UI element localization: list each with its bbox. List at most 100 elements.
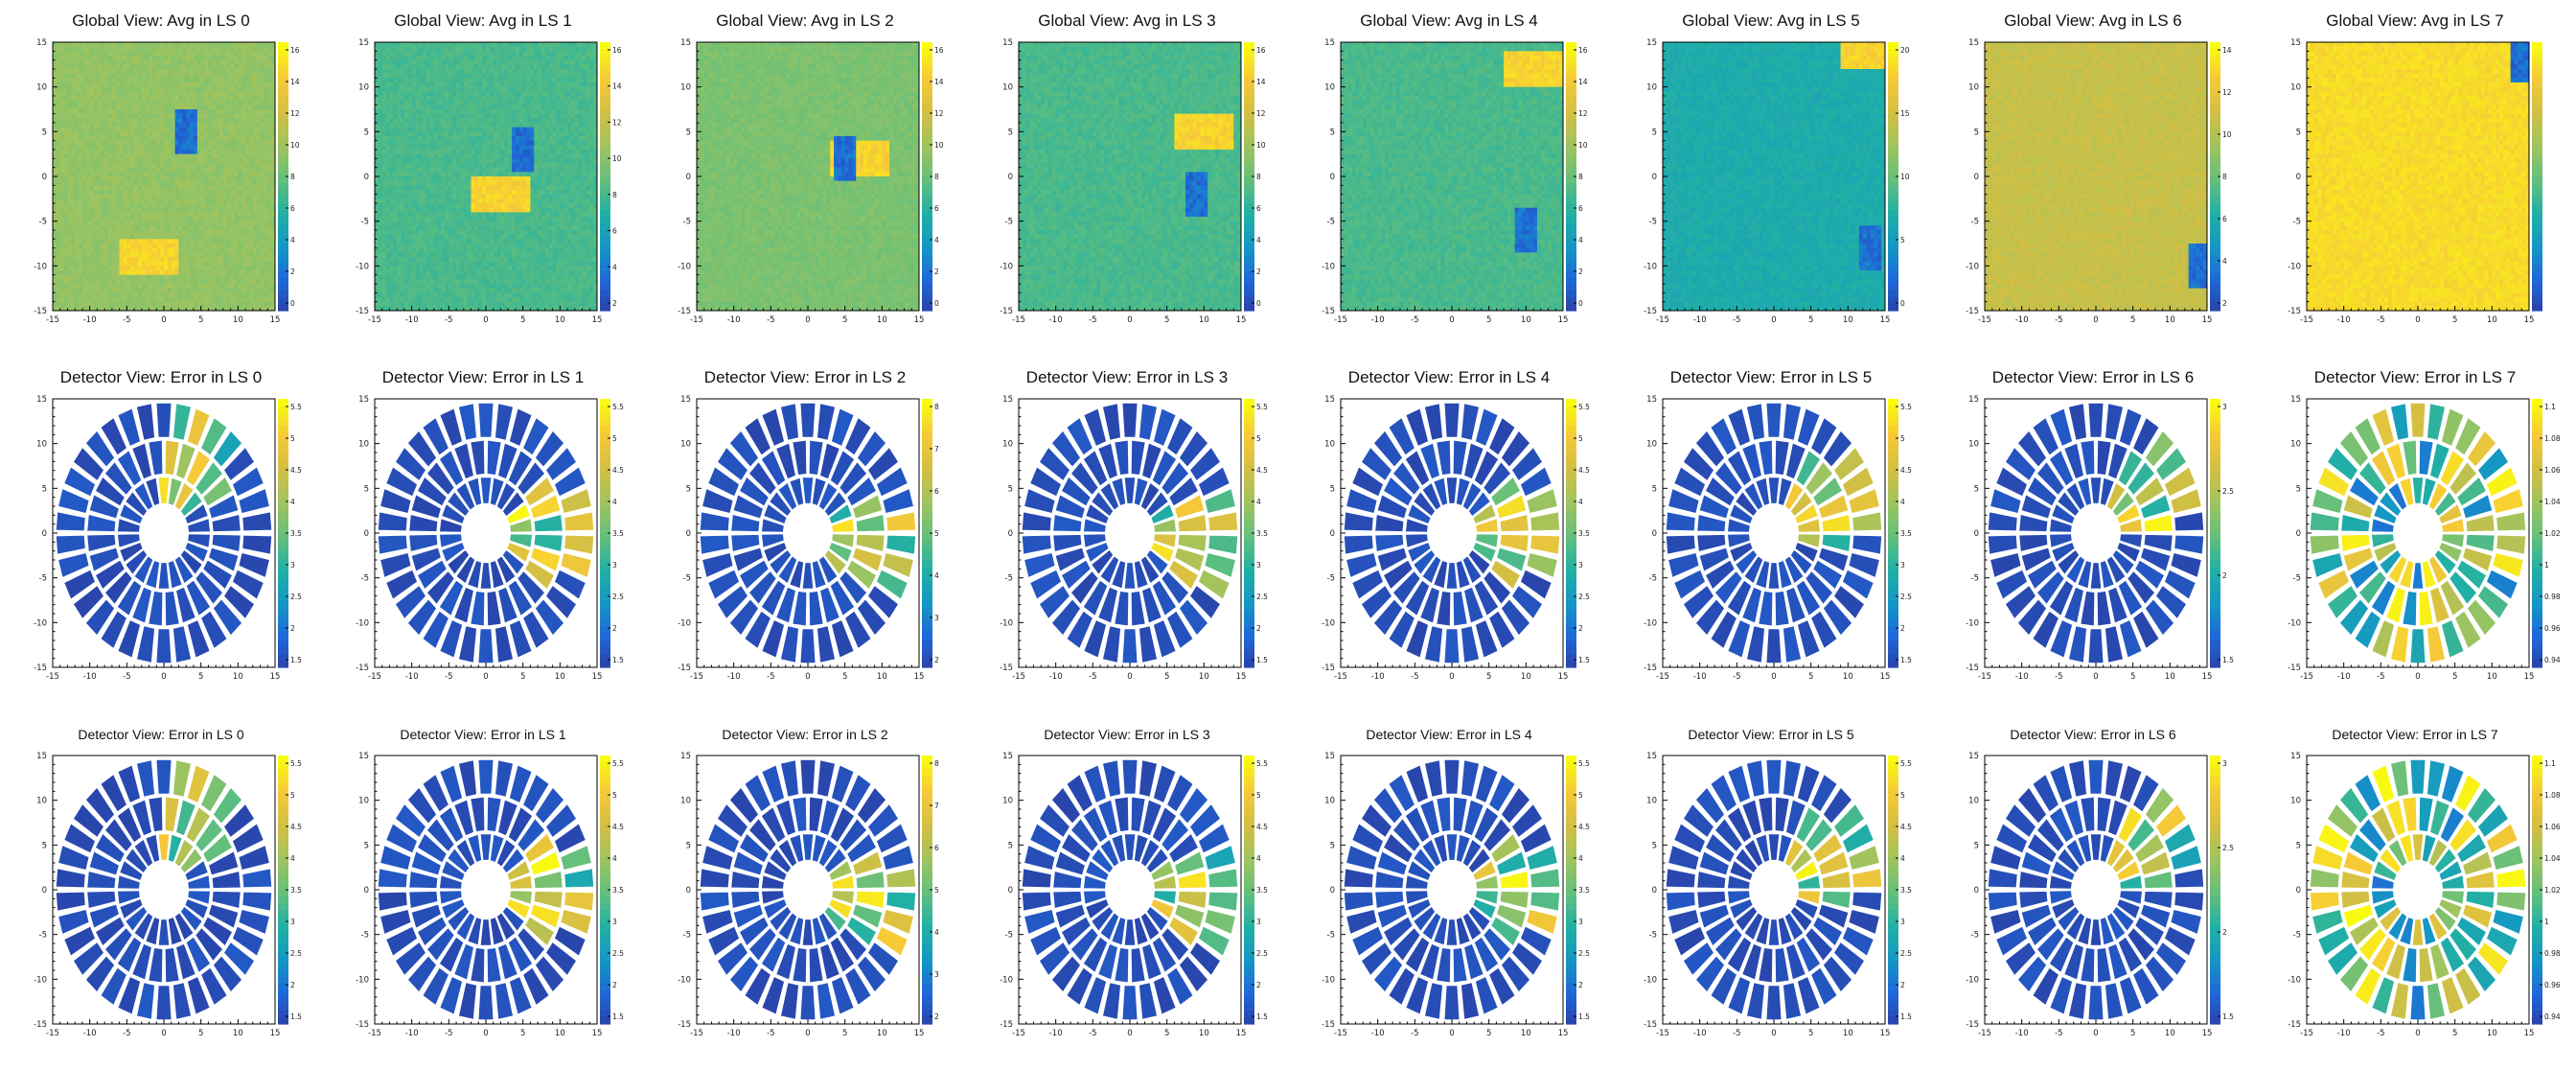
color-scale-tick: 5 [1900,791,1905,800]
detector-segment [2438,502,2464,525]
y-tick-label: 10 [2290,797,2301,806]
detector-segment [738,915,770,947]
detector-segment [57,908,90,936]
detector-segment [1672,822,1707,854]
detector-segment [2118,618,2144,660]
plot-title: Detector View: Error in LS 7 [2254,727,2576,742]
detector-segment [1350,925,1385,958]
detector-segment [1173,903,1206,930]
detector-segment [506,541,532,564]
detector-segment [1452,439,1469,477]
detector-segment [816,624,837,664]
detector-segment [1023,844,1056,872]
y-tick-label: 5 [1008,484,1013,494]
detector-segment [88,903,121,930]
detector-segment [1740,942,1763,982]
color-scale-tick: 4.5 [612,823,624,831]
y-tick-label: 10 [36,83,47,93]
detector-segment [1794,502,1820,525]
detector-segment [2353,416,2382,456]
color-scale-tick: 2 [1900,981,1905,989]
detector-segment [743,773,772,813]
detector-segment [222,584,256,620]
detector-segment [2370,579,2397,617]
detector-segment [1462,798,1485,837]
x-tick-label: 0 [2415,315,2420,325]
detector-segment [2173,891,2205,913]
detector-segment [2342,903,2375,930]
detector-segment [875,465,909,498]
detector-segment [2421,833,2438,864]
y-tick-label: -10 [356,618,369,628]
detector-segment [1489,832,1522,865]
y-tick-label: -10 [678,618,691,628]
detector-segment [147,796,164,833]
detector-segment [1767,561,1781,590]
x-tick-label: -10 [405,315,419,325]
detector-map: -15 -10 -5 0 5 10 15151050-5-10-155.554.543.53… [1322,395,1590,682]
detector-segment [1178,785,1209,826]
detector-segment [496,798,519,837]
detector-segment [2139,903,2172,930]
detector-segments [1987,758,2205,1021]
detector-segment [416,832,448,865]
detector-segment [1343,891,1375,913]
x-tick-label: 10 [233,672,243,682]
detector-segment [2163,925,2197,958]
detector-segment [133,554,154,585]
detector-segment [2031,966,2060,1007]
detector-segment [1406,897,1432,920]
detector-segment [732,547,765,573]
detector-segment [2067,402,2088,442]
detector-segment [57,487,90,515]
y-tick-label: 10 [1324,797,1335,806]
detector-segment [1133,477,1150,507]
detector-segment [1160,460,1190,497]
detector-segment [1404,407,1430,448]
detector-segment [2105,554,2127,585]
color-scale-tick: 12 [290,109,300,118]
detector-segment [1432,559,1449,590]
detector-segment [1090,847,1115,874]
detector-segment [2372,897,2398,920]
detector-segment [1489,476,1522,508]
detector-segment [1455,833,1472,864]
detector-segment [1404,579,1431,617]
detector-segment [885,891,917,913]
y-tick-label: 10 [1324,440,1335,450]
y-tick-label: 15 [2290,752,2301,761]
x-tick-label: -15 [368,315,381,325]
detector-segment [155,628,172,664]
y-tick-label: 15 [1324,395,1335,405]
plot-panel: Global View: Avg in LS 2 -15 -10 -5 0 5 10 15 15… [644,0,966,357]
color-scale-tick: 16 [1256,46,1266,55]
y-tick-label: 15 [1002,38,1013,48]
color-scale-tick: 1.08 [2544,434,2561,443]
x-tick-label: 10 [555,1029,565,1038]
detector-segment [529,493,562,520]
x-tick-label: 15 [1880,672,1891,682]
color-scale-tick: 2 [612,624,617,633]
detector-segment [2438,541,2464,564]
detector-segment [2173,534,2205,556]
detector-map: -15 -10 -5 0 5 10 15151050-5-10-155.554.543.53… [34,752,302,1038]
detector-segment [1848,487,1881,515]
color-scale-tick: 8 [290,173,295,181]
plot-panel: Detector View: Error in LS 2 -15 -10 -5 0 5 10… [644,357,966,713]
color-scale-tick: 4.5 [1900,823,1912,831]
y-tick-label: 0 [1008,886,1013,896]
detector-segment [2104,758,2125,799]
detector-segment [777,838,798,869]
detector-segment [2370,517,2396,533]
color-scale-bar: 5.554.543.532.521.5 [1888,756,1912,1025]
detector-segment [2173,510,2205,532]
detector-segment [2116,859,2142,882]
detector-segment [838,926,868,963]
y-tick-label: -5 [1971,218,1979,227]
detector-segment [701,551,734,579]
detector-segment [1435,439,1452,477]
x-tick-label: -15 [1012,1029,1025,1038]
detector-segment [553,822,587,854]
